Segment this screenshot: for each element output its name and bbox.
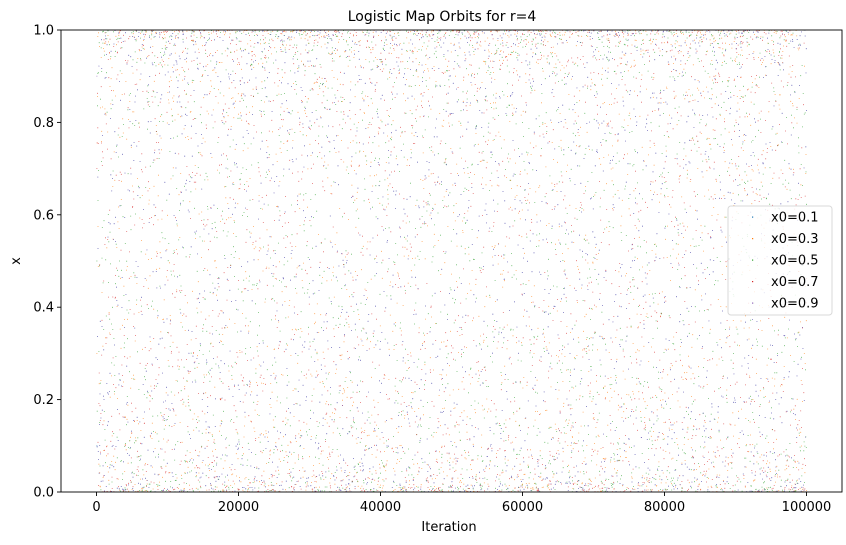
x-tick-label: 60000: [502, 500, 543, 515]
y-tick-label: 1.0: [33, 24, 54, 39]
legend-marker: [752, 281, 753, 282]
legend-marker: [752, 238, 753, 239]
legend-label: x0=0.9: [771, 297, 819, 312]
y-axis-label: x: [9, 257, 24, 265]
x-tick-label: 40000: [360, 500, 401, 515]
legend: x0=0.1 x0=0.3 x0=0.5 x0=0.7 x0=0.9: [728, 206, 832, 315]
legend-label: x0=0.5: [771, 254, 819, 269]
x-tick-label: 20000: [218, 500, 259, 515]
y-tick-label: 0.6: [33, 208, 54, 223]
x-axis-label: Iteration: [421, 520, 476, 535]
legend-marker: [752, 260, 753, 261]
legend-label: x0=0.1: [771, 211, 819, 226]
x-tick-label: 0: [92, 500, 100, 515]
y-tick-label: 0.0: [33, 486, 54, 501]
x-tick-label: 80000: [644, 500, 685, 515]
legend-label: x0=0.7: [771, 275, 819, 290]
y-tick-label: 0.4: [33, 301, 54, 316]
chart-title: Logistic Map Orbits for r=4: [348, 9, 537, 25]
y-tick-label: 0.8: [33, 116, 54, 131]
y-tick-label: 0.2: [33, 393, 54, 408]
x-tick-label: 100000: [782, 500, 832, 515]
legend-label: x0=0.3: [771, 232, 819, 247]
legend-marker: [752, 303, 753, 304]
legend-marker: [752, 217, 753, 218]
